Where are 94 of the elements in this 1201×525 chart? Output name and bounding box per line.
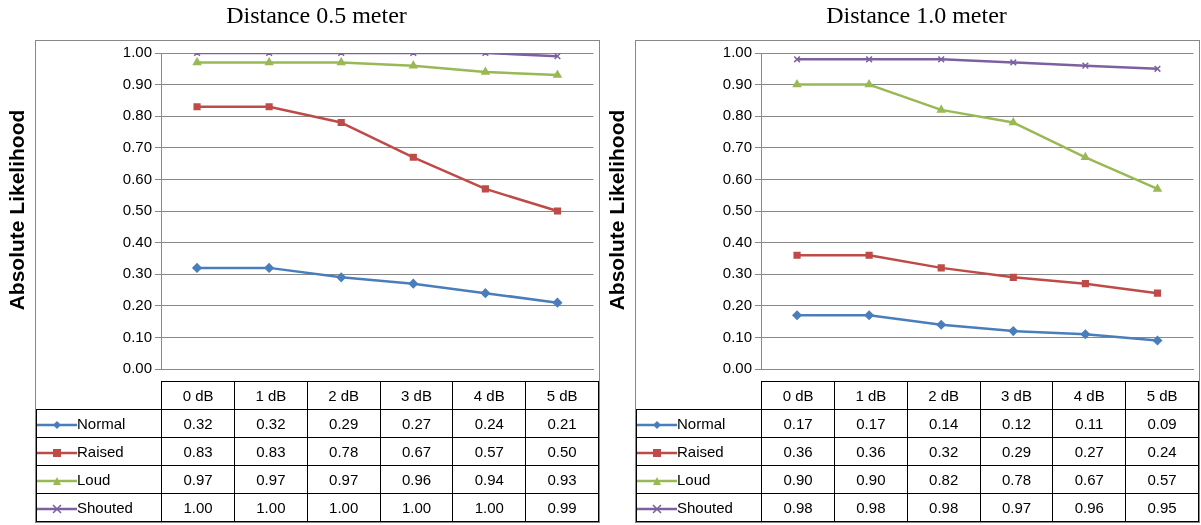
chart-title: Distance 0.5 meter	[225, 2, 408, 29]
x-tick-label: 4 dB	[1052, 381, 1126, 410]
y-tick-label: 0.60	[722, 169, 752, 187]
x-tick-label: 4 dB	[452, 381, 526, 410]
data-label: 1.00	[234, 493, 308, 522]
x-tick-label: 5 dB	[1125, 381, 1199, 410]
data-label: 0.09	[1125, 409, 1199, 438]
legend-label: Normal	[677, 415, 726, 432]
y-tick-label: 0.00	[122, 359, 152, 377]
y-tick-label: 0.90	[122, 74, 152, 92]
data-label: 0.90	[761, 465, 835, 494]
y-tick-label: 0.80	[722, 106, 752, 124]
y-tick-label: 0.90	[722, 74, 752, 92]
data-label: 0.78	[980, 465, 1053, 494]
x-tick-label: 3 dB	[980, 381, 1053, 410]
data-label: 0.32	[234, 409, 308, 438]
data-label: 0.27	[1052, 437, 1126, 466]
y-axis-title: Absolute Likelihood	[5, 109, 30, 311]
data-label: 0.24	[1125, 437, 1199, 466]
y-tick-label: 0.40	[722, 232, 752, 250]
y-tick-label: 0.40	[122, 232, 152, 250]
legend-label: Normal	[77, 415, 126, 432]
data-label: 0.17	[761, 409, 835, 438]
y-tick-label: 1.00	[722, 43, 752, 61]
legend-label: Loud	[77, 471, 111, 488]
y-tick-label: 0.20	[722, 295, 752, 313]
legend-label: Shouted	[77, 499, 133, 516]
y-tick-label: 0.30	[122, 264, 152, 282]
y-tick-label: 0.30	[722, 264, 752, 282]
data-label: 0.17	[834, 409, 908, 438]
legend-label: Raised	[77, 443, 124, 460]
data-label: 0.12	[980, 409, 1053, 438]
data-label: 0.36	[761, 437, 835, 466]
data-label: 1.00	[161, 493, 235, 522]
data-label: 1.00	[307, 493, 381, 522]
data-label: 0.98	[907, 493, 981, 522]
data-label: 1.00	[452, 493, 526, 522]
data-label: 0.82	[907, 465, 981, 494]
data-label: 0.95	[1125, 493, 1199, 522]
y-axis-title: Absolute Likelihood	[605, 109, 630, 311]
x-tick-label: 3 dB	[380, 381, 453, 410]
data-label: 1.00	[380, 493, 453, 522]
data-label: 0.97	[307, 465, 381, 494]
y-tick-label: 0.10	[122, 327, 152, 345]
data-label: 0.96	[380, 465, 453, 494]
data-label: 0.94	[452, 465, 526, 494]
chart-title: Distance 1.0 meter	[825, 2, 1008, 29]
x-tick-label: 5 dB	[525, 381, 599, 410]
data-label: 0.36	[834, 437, 908, 466]
x-tick-label: 2 dB	[907, 381, 981, 410]
data-label: 0.67	[1052, 465, 1126, 494]
data-label: 0.67	[380, 437, 453, 466]
y-tick-label: 0.50	[722, 201, 752, 219]
data-label: 0.29	[307, 409, 381, 438]
y-tick-label: 0.10	[722, 327, 752, 345]
y-tick-label: 0.50	[122, 201, 152, 219]
x-tick-label: 2 dB	[307, 381, 381, 410]
data-label: 0.14	[907, 409, 981, 438]
data-label: 0.11	[1052, 409, 1126, 438]
data-label: 0.93	[525, 465, 599, 494]
x-tick-label: 0 dB	[761, 381, 835, 410]
data-label: 0.78	[307, 437, 381, 466]
data-label: 0.29	[980, 437, 1053, 466]
y-tick-label: 0.60	[122, 169, 152, 187]
y-tick-label: 0.70	[122, 137, 152, 155]
legend-label: Loud	[677, 471, 711, 488]
data-label: 0.97	[161, 465, 235, 494]
data-label: 0.99	[525, 493, 599, 522]
y-tick-label: 1.00	[122, 43, 152, 61]
data-label: 0.27	[380, 409, 453, 438]
x-tick-label: 0 dB	[161, 381, 235, 410]
data-label: 0.57	[1125, 465, 1199, 494]
legend-label: Shouted	[677, 499, 733, 516]
data-label: 0.32	[907, 437, 981, 466]
data-label: 0.96	[1052, 493, 1126, 522]
y-tick-label: 0.80	[122, 106, 152, 124]
data-label: 0.97	[980, 493, 1053, 522]
data-label: 0.24	[452, 409, 526, 438]
data-label: 0.50	[525, 437, 599, 466]
data-label: 0.98	[834, 493, 908, 522]
y-tick-label: 0.20	[122, 295, 152, 313]
data-label: 0.97	[234, 465, 308, 494]
x-tick-label: 1 dB	[834, 381, 908, 410]
data-label: 0.57	[452, 437, 526, 466]
data-label: 0.83	[234, 437, 308, 466]
data-label: 0.98	[761, 493, 835, 522]
y-tick-label: 0.00	[722, 359, 752, 377]
data-label: 0.21	[525, 409, 599, 438]
y-tick-label: 0.70	[722, 137, 752, 155]
data-label: 0.90	[834, 465, 908, 494]
legend-label: Raised	[677, 443, 724, 460]
data-label: 0.32	[161, 409, 235, 438]
data-label: 0.83	[161, 437, 235, 466]
x-tick-label: 1 dB	[234, 381, 308, 410]
